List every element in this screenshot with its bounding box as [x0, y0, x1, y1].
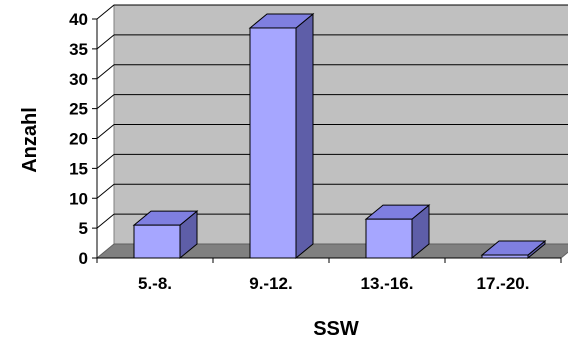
bar — [364, 204, 431, 260]
gridline-diagonal — [96, 124, 115, 139]
bar — [248, 12, 315, 260]
bar-side — [295, 12, 314, 260]
bar — [132, 210, 199, 260]
gridline-diagonal — [96, 34, 115, 50]
y-tick-label: 10 — [69, 189, 88, 208]
bar-front — [133, 224, 181, 259]
gridline-diagonal — [96, 213, 115, 229]
y-tick-labels: 0 5 10 15 20 25 30 35 40 — [69, 10, 88, 268]
y-tick-label: 0 — [79, 249, 88, 268]
gridlines — [96, 4, 568, 229]
x-tick-label: 17.-20. — [477, 274, 530, 293]
gridline-diagonal — [96, 94, 115, 110]
x-tick-label: 5.-8. — [138, 274, 172, 293]
gridline-diagonal — [96, 64, 115, 80]
x-tick-labels: 5.-8. 9.-12. 13.-16. 17.-20. — [138, 274, 529, 293]
y-tick-label: 25 — [69, 100, 88, 119]
y-tick-label: 5 — [79, 219, 88, 238]
y-tick-label: 40 — [69, 10, 88, 29]
bar-front — [249, 27, 297, 259]
axes — [92, 18, 562, 263]
y-tick-label: 35 — [69, 40, 88, 59]
y-axis-title: Anzahl — [19, 107, 41, 173]
x-tick-label: 9.-12. — [249, 274, 292, 293]
x-tick-label: 13.-16. — [361, 274, 414, 293]
bars — [132, 12, 547, 260]
y-tick-label: 20 — [69, 130, 88, 149]
gridline-diagonal — [96, 153, 115, 169]
gridline-diagonal — [96, 4, 115, 20]
bar-front — [365, 218, 413, 259]
y-tick-label: 15 — [69, 159, 88, 178]
x-axis-title: SSW — [313, 318, 359, 340]
y-tick-label: 30 — [69, 70, 88, 89]
gridline-diagonal — [96, 183, 115, 199]
bar — [480, 239, 547, 260]
